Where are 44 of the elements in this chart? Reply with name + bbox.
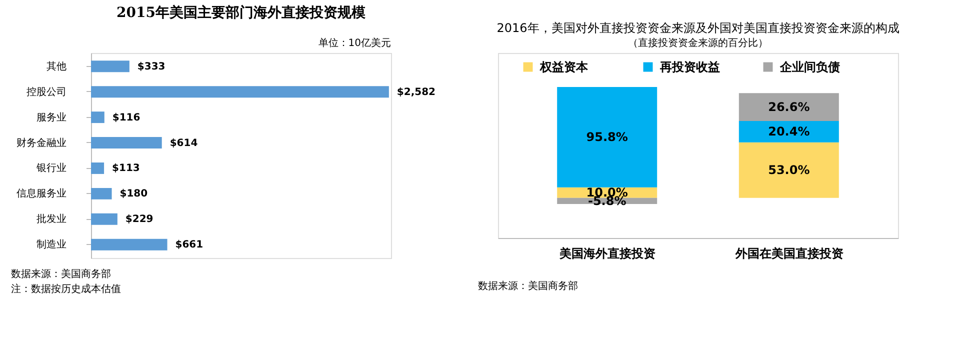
chart-title: 2015年美国主要部门海外直接投资规模 bbox=[116, 4, 366, 21]
legend-label: 权益资本 bbox=[539, 60, 589, 74]
legend-label: 再投资收益 bbox=[659, 60, 720, 74]
y-tick-label: 其他 bbox=[46, 60, 66, 72]
data-label: $614 bbox=[170, 138, 198, 149]
chart-title: 2016年，美国对外直接投资资金来源及外国对美国直接投资资金来源的构成 bbox=[496, 21, 900, 35]
y-tick-label: 信息服务业 bbox=[16, 188, 66, 200]
data-label: $116 bbox=[112, 112, 140, 124]
data-label: $229 bbox=[125, 214, 154, 226]
text: 单位：10亿美元 bbox=[318, 37, 391, 49]
bar bbox=[91, 137, 162, 148]
data-label: $2,582 bbox=[396, 86, 436, 98]
chart-subtitle: （直接投资资金来源的百分比） bbox=[628, 37, 768, 49]
data-label: 20.4% bbox=[768, 124, 810, 139]
data-label: $113 bbox=[112, 163, 140, 174]
text: 注：数据按历史成本估值 bbox=[11, 283, 121, 295]
data-label: 95.8% bbox=[586, 130, 628, 144]
bar bbox=[91, 112, 104, 124]
bar bbox=[91, 60, 130, 72]
data-label: $180 bbox=[120, 188, 148, 200]
data-label: 26.6% bbox=[768, 100, 810, 114]
data-label: 53.0% bbox=[768, 163, 810, 178]
legend-label: 企业间负债 bbox=[779, 60, 840, 74]
bar bbox=[91, 162, 104, 174]
y-tick-label: 批发业 bbox=[36, 213, 66, 226]
y-tick-label: 制造业 bbox=[36, 238, 66, 251]
bar bbox=[738, 120, 839, 142]
y-tick-label: 财务金融业 bbox=[16, 136, 66, 149]
bar bbox=[91, 213, 118, 225]
bar bbox=[91, 238, 168, 250]
x-tick-label: 美国海外直接投资 bbox=[558, 246, 656, 260]
data-label: $333 bbox=[137, 61, 166, 72]
source-note: 数据来源：美国商务部 bbox=[11, 268, 111, 280]
y-tick-label: 控股公司 bbox=[26, 86, 66, 98]
x-tick-label: 外国在美国直接投资 bbox=[734, 246, 844, 260]
source-note: 数据来源：美国商务部 bbox=[478, 280, 578, 292]
bar bbox=[91, 86, 389, 98]
bar bbox=[557, 87, 658, 188]
bar bbox=[91, 188, 112, 200]
bar bbox=[738, 93, 839, 121]
bar bbox=[738, 142, 839, 198]
data-label: $661 bbox=[175, 240, 204, 251]
y-tick-label: 服务业 bbox=[36, 111, 66, 124]
y-tick-label: 银行业 bbox=[36, 162, 66, 174]
